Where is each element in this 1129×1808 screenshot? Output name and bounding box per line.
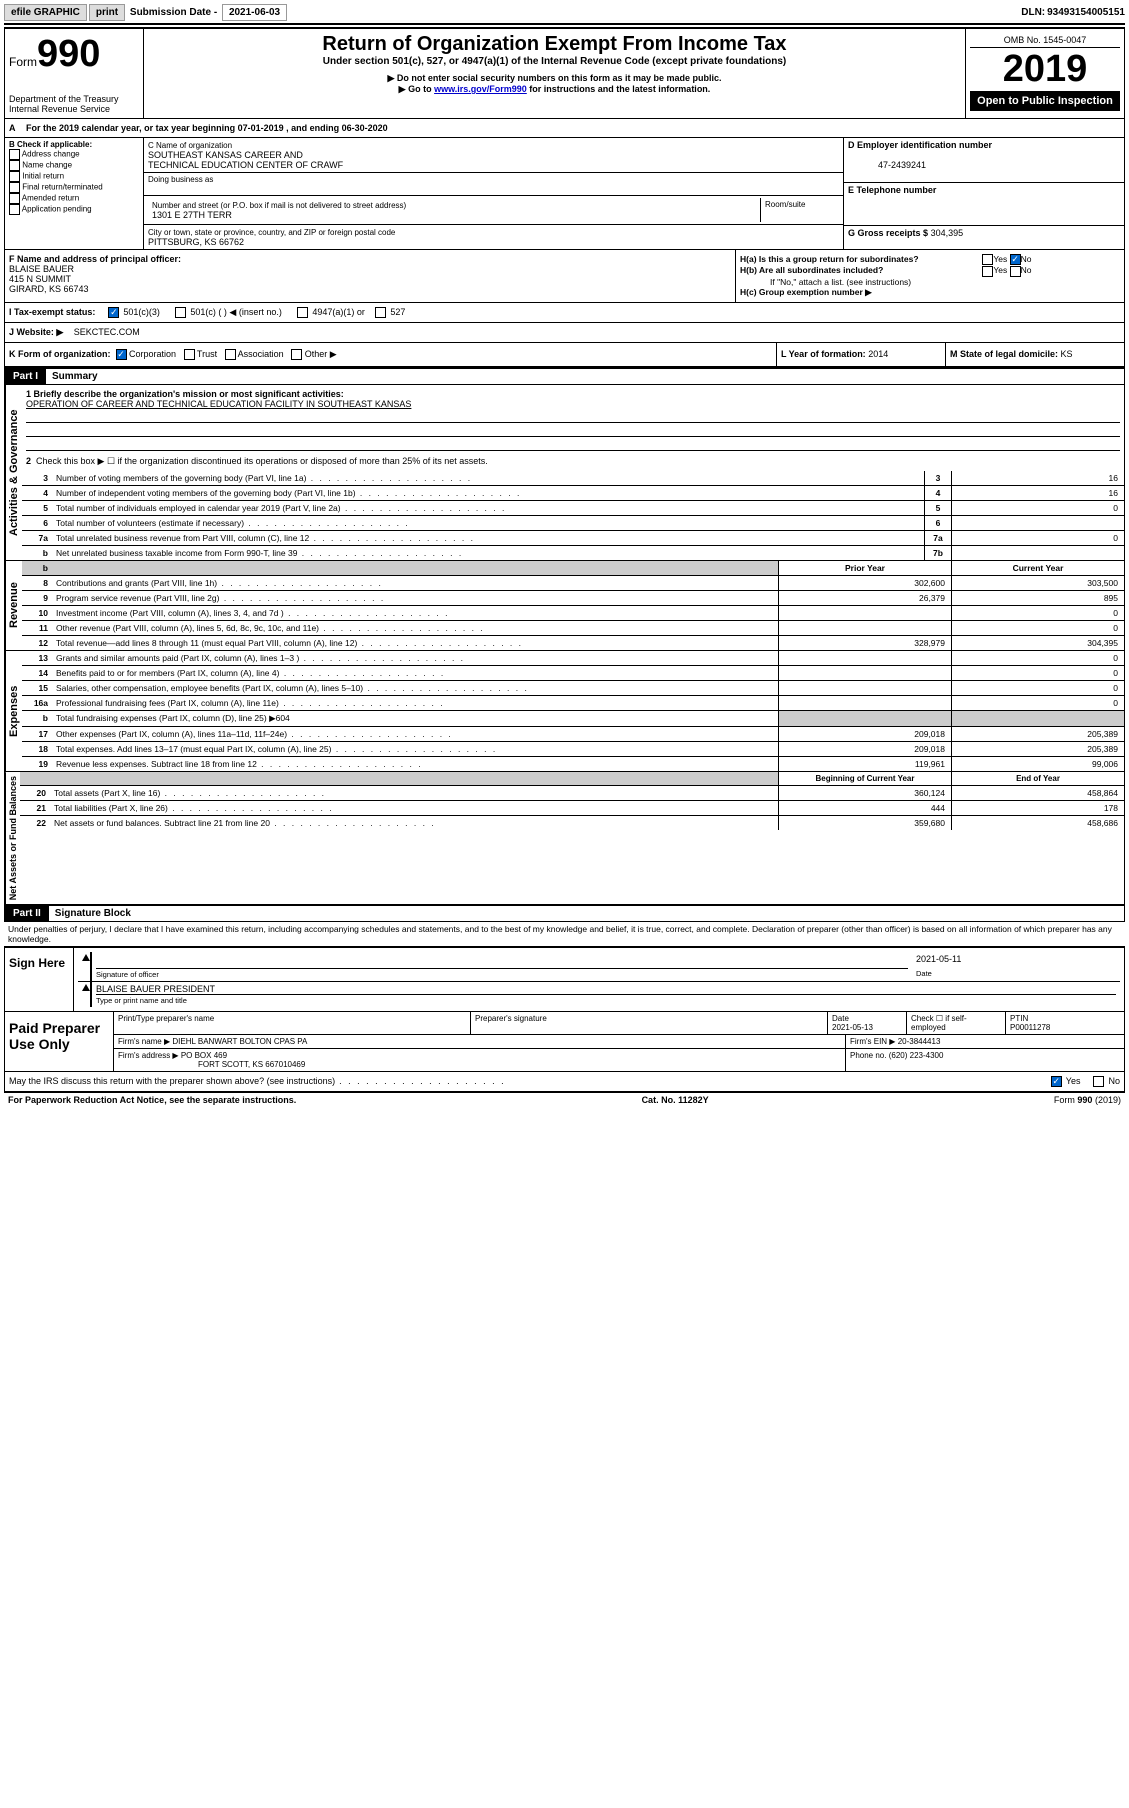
summary-line: 8Contributions and grants (Part VIII, li… — [22, 576, 1124, 591]
firm-name: DIEHL BANWART BOLTON CPAS PA — [172, 1037, 307, 1046]
box-fh: F Name and address of principal officer:… — [4, 250, 1125, 303]
summary-line: bTotal fundraising expenses (Part IX, co… — [22, 711, 1124, 727]
mission: OPERATION OF CAREER AND TECHNICAL EDUCAT… — [26, 399, 411, 409]
gross-receipts: 304,395 — [931, 228, 964, 238]
box-c: C Name of organization SOUTHEAST KANSAS … — [144, 138, 844, 249]
officer-name: BLAISE BAUER — [9, 264, 74, 274]
box-klm: K Form of organization: ✓ Corporation Tr… — [4, 343, 1125, 367]
summary-line: 10Investment income (Part VIII, column (… — [22, 606, 1124, 621]
exp-section: Expenses 13Grants and similar amounts pa… — [4, 651, 1125, 772]
officer-print: BLAISE BAUER PRESIDENT — [96, 984, 1116, 995]
summary-line: 6Total number of volunteers (estimate if… — [22, 516, 1124, 531]
net-col-headers: Beginning of Current Year End of Year — [20, 772, 1124, 786]
firm-ein: 20-3844413 — [898, 1037, 941, 1046]
summary-line: 18Total expenses. Add lines 13–17 (must … — [22, 742, 1124, 757]
form-header: Form990 Department of the Treasury Inter… — [4, 27, 1125, 119]
website: SEKCTEC.COM — [74, 327, 140, 337]
summary-line: bNet unrelated business taxable income f… — [22, 546, 1124, 560]
org-name-1: SOUTHEAST KANSAS CAREER AND — [148, 150, 303, 160]
sign-block: Sign Here Signature of officer 2021-05-1… — [4, 946, 1125, 1012]
tax-year: 2019 — [970, 48, 1120, 91]
form-subtitle: Under section 501(c), 527, or 4947(a)(1)… — [148, 56, 961, 67]
box-de: D Employer identification number 47-2439… — [844, 138, 1124, 249]
box-j: J Website: ▶ SEKCTEC.COM — [4, 323, 1125, 343]
box-b: B Check if applicable: Address change Na… — [5, 138, 144, 249]
rev-vert-label: Revenue — [5, 561, 22, 650]
box-i: I Tax-exempt status: ✓ 501(c)(3) 501(c) … — [4, 303, 1125, 323]
summary-line: 16aProfessional fundraising fees (Part I… — [22, 696, 1124, 711]
rev-section: Revenue b Prior Year Current Year 8Contr… — [4, 561, 1125, 651]
summary-line: 20Total assets (Part X, line 16)360,1244… — [20, 786, 1124, 801]
col-headers-row: b Prior Year Current Year — [22, 561, 1124, 576]
open-public-badge: Open to Public Inspection — [970, 91, 1120, 111]
dept-treasury: Department of the Treasury — [9, 94, 139, 104]
summary-line: 21Total liabilities (Part X, line 26)444… — [20, 801, 1124, 816]
summary-line: 15Salaries, other compensation, employee… — [22, 681, 1124, 696]
form-title: Return of Organization Exempt From Incom… — [148, 33, 961, 56]
discuss-row: May the IRS discuss this return with the… — [4, 1072, 1125, 1092]
print-button[interactable]: print — [89, 4, 125, 21]
ein: 47-2439241 — [848, 160, 926, 170]
submission-date: 2021-06-03 — [222, 4, 287, 21]
tax-period: A For the 2019 calendar year, or tax yea… — [4, 119, 1125, 138]
irs-link[interactable]: www.irs.gov/Form990 — [434, 84, 527, 94]
topbar: efile GRAPHIC print Submission Date - 20… — [4, 4, 1125, 25]
omb-number: OMB No. 1545-0047 — [970, 33, 1120, 48]
summary-line: 19Revenue less expenses. Subtract line 1… — [22, 757, 1124, 771]
org-name-2: TECHNICAL EDUCATION CENTER OF CRAWF — [148, 160, 343, 170]
submission-date-label: Submission Date - — [127, 7, 220, 18]
info-grid: B Check if applicable: Address change Na… — [4, 138, 1125, 250]
officer-street: 415 N SUMMIT — [9, 274, 71, 284]
footer: For Paperwork Reduction Act Notice, see … — [4, 1092, 1125, 1107]
dln-value: 93493154005151 — [1047, 7, 1125, 18]
sign-here-label: Sign Here — [5, 948, 74, 1011]
irs-label: Internal Revenue Service — [9, 104, 139, 114]
summary-line: 5Total number of individuals employed in… — [22, 501, 1124, 516]
ptin: P00011278 — [1010, 1023, 1050, 1032]
dln-label: DLN: — [1021, 7, 1045, 18]
box-f: F Name and address of principal officer:… — [5, 250, 736, 302]
firm-phone: (620) 223-4300 — [889, 1051, 944, 1060]
summary-line: 22Net assets or fund balances. Subtract … — [20, 816, 1124, 830]
box-h: H(a) Is this a group return for subordin… — [736, 250, 1124, 302]
summary-line: 9Program service revenue (Part VIII, lin… — [22, 591, 1124, 606]
instruction-ssn: ▶ Do not enter social security numbers o… — [148, 73, 961, 84]
gov-vert-label: Activities & Governance — [5, 385, 22, 560]
instruction-link: ▶ Go to www.irs.gov/Form990 for instruct… — [148, 84, 961, 95]
summary-line: 12Total revenue—add lines 8 through 11 (… — [22, 636, 1124, 650]
org-street: 1301 E 27TH TERR — [152, 210, 232, 220]
summary-line: 4Number of independent voting members of… — [22, 486, 1124, 501]
org-city: PITTSBURG, KS 66762 — [148, 237, 244, 247]
officer-city: GIRARD, KS 66743 — [9, 284, 89, 294]
summary-line: 14Benefits paid to or for members (Part … — [22, 666, 1124, 681]
paid-preparer-block: Paid Preparer Use Only Print/Type prepar… — [4, 1012, 1125, 1072]
efile-label: efile GRAPHIC — [4, 4, 87, 21]
summary-line: 11Other revenue (Part VIII, column (A), … — [22, 621, 1124, 636]
summary-line: 13Grants and similar amounts paid (Part … — [22, 651, 1124, 666]
exp-vert-label: Expenses — [5, 651, 22, 771]
sign-date: 2021-05-11 — [916, 954, 1116, 968]
part1-body: Activities & Governance 1 Briefly descri… — [4, 385, 1125, 561]
summary-line: 3Number of voting members of the governi… — [22, 471, 1124, 486]
summary-line: 17Other expenses (Part IX, column (A), l… — [22, 727, 1124, 742]
form-number: Form990 — [9, 33, 139, 76]
paid-preparer-label: Paid Preparer Use Only — [5, 1012, 114, 1071]
summary-line: 7aTotal unrelated business revenue from … — [22, 531, 1124, 546]
part2-header: Part II Signature Block — [4, 905, 1125, 922]
part1-header: Part I Summary — [4, 367, 1125, 385]
net-vert-label: Net Assets or Fund Balances — [5, 772, 20, 904]
net-section: Net Assets or Fund Balances Beginning of… — [4, 772, 1125, 905]
declaration: Under penalties of perjury, I declare th… — [4, 922, 1125, 946]
